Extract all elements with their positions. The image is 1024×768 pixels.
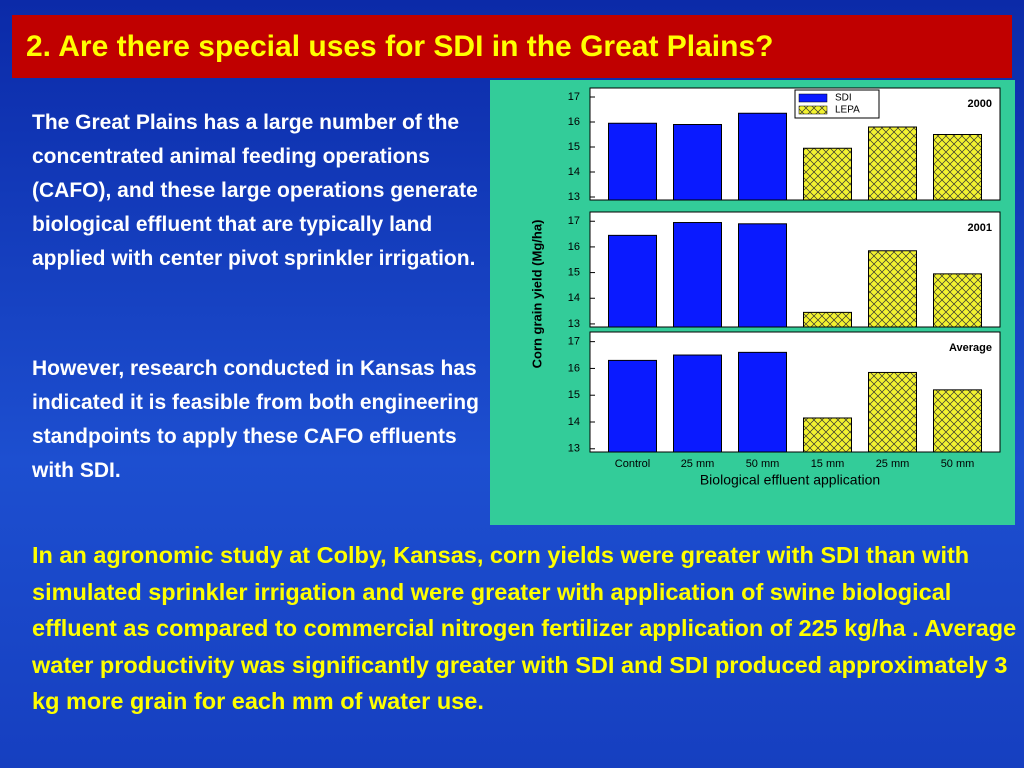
bar [608,122,657,201]
y-tick-label: 14 [568,166,580,178]
bar [933,134,982,201]
x-tick-label: 50 mm [941,458,975,470]
bar [738,351,787,453]
bar [608,234,657,328]
bar [738,223,787,328]
bar [868,250,917,328]
bar [673,124,722,201]
legend-label: LEPA [835,105,860,116]
x-tick-label: 25 mm [681,458,715,470]
chart-panel: 13 14 15 16 17 2000 SDI LEPA 13 14 15 16 17 2001 Corn … [490,80,1015,525]
x-tick-label: 50 mm [746,458,780,470]
y-tick-label: 15 [568,266,580,278]
y-tick-label: 13 [568,191,580,203]
bar [868,371,917,453]
x-axis-label: Biological effluent application [700,472,880,488]
conclusion: In an agronomic study at Colby, Kansas, … [32,542,1017,714]
y-tick-label: 13 [568,443,580,455]
bar [803,147,852,201]
y-axis-label: Corn grain yield (Mg/ha) [529,220,544,369]
y-tick-label: 17 [568,91,580,103]
legend-swatch [798,93,828,103]
y-tick-label: 16 [568,241,580,253]
bar [933,273,982,328]
y-tick-label: 17 [568,336,580,348]
panel-label: Average [949,342,992,354]
bar [673,354,722,453]
bar [803,417,852,453]
y-tick-label: 15 [568,389,580,401]
paragraph: The Great Plains has a large number of t… [32,111,478,270]
bar [803,311,852,328]
slide-title: 2. Are there special uses for SDI in the… [12,15,1012,78]
panel-label: 2001 [968,222,992,234]
panel-label: 2000 [968,98,992,110]
bar [868,126,917,201]
y-tick-label: 13 [568,318,580,330]
y-tick-label: 14 [568,416,580,428]
plot-area [589,331,1001,453]
bar [738,112,787,201]
y-tick-label: 16 [568,362,580,374]
paragraph: However, research conducted in Kansas ha… [32,357,479,482]
x-tick-label: Control [615,458,650,470]
x-tick-label: 25 mm [876,458,910,470]
legend-swatch [798,105,828,115]
plot-area [589,211,1001,328]
y-tick-label: 14 [568,292,580,304]
bar [608,359,657,453]
y-tick-label: 15 [568,141,580,153]
x-tick-label: 15 mm [811,458,845,470]
y-tick-label: 16 [568,116,580,128]
bar [933,389,982,453]
bar [673,222,722,328]
y-tick-label: 17 [568,215,580,227]
legend-label: SDI [835,93,852,104]
